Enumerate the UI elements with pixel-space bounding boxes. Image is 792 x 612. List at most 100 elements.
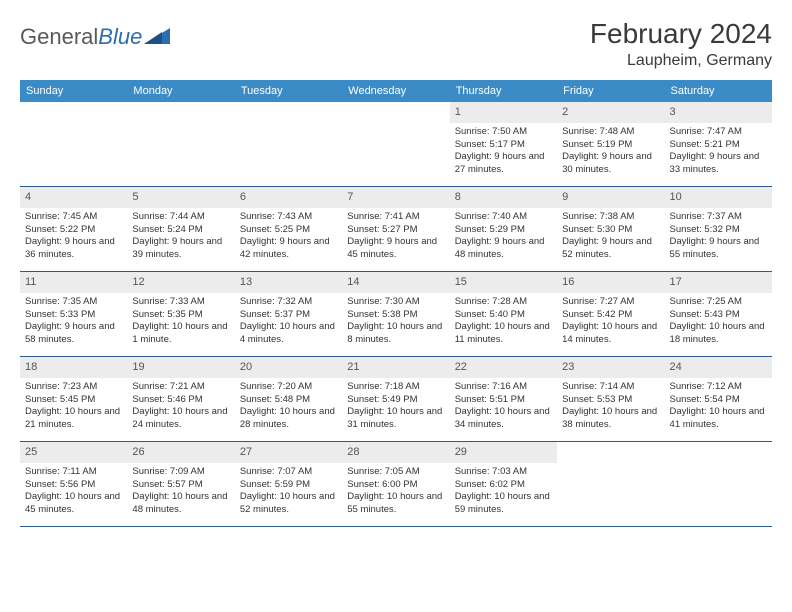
daylight-text: Daylight: 10 hours and 52 minutes. (240, 491, 337, 517)
day-cell: 14Sunrise: 7:30 AMSunset: 5:38 PMDayligh… (342, 272, 449, 356)
daylight-text: Daylight: 9 hours and 55 minutes. (670, 236, 767, 262)
day-content: Sunrise: 7:23 AMSunset: 5:45 PMDaylight:… (20, 378, 127, 437)
sunrise-text: Sunrise: 7:48 AM (562, 126, 659, 139)
day-number: 13 (235, 272, 342, 293)
day-number: 8 (450, 187, 557, 208)
sunset-text: Sunset: 5:45 PM (25, 394, 122, 407)
day-number: 21 (342, 357, 449, 378)
day-content: Sunrise: 7:27 AMSunset: 5:42 PMDaylight:… (557, 293, 664, 352)
sunset-text: Sunset: 5:59 PM (240, 479, 337, 492)
sunset-text: Sunset: 5:30 PM (562, 224, 659, 237)
day-content: Sunrise: 7:20 AMSunset: 5:48 PMDaylight:… (235, 378, 342, 437)
weekday-thu: Thursday (450, 80, 557, 102)
day-number: 24 (665, 357, 772, 378)
weekday-fri: Friday (557, 80, 664, 102)
day-number: 7 (342, 187, 449, 208)
sunset-text: Sunset: 5:43 PM (670, 309, 767, 322)
day-number: 11 (20, 272, 127, 293)
daylight-text: Daylight: 10 hours and 4 minutes. (240, 321, 337, 347)
day-content: Sunrise: 7:28 AMSunset: 5:40 PMDaylight:… (450, 293, 557, 352)
day-cell: 13Sunrise: 7:32 AMSunset: 5:37 PMDayligh… (235, 272, 342, 356)
day-content: Sunrise: 7:14 AMSunset: 5:53 PMDaylight:… (557, 378, 664, 437)
sunrise-text: Sunrise: 7:38 AM (562, 211, 659, 224)
sunset-text: Sunset: 5:48 PM (240, 394, 337, 407)
daylight-text: Daylight: 10 hours and 45 minutes. (25, 491, 122, 517)
day-content: Sunrise: 7:25 AMSunset: 5:43 PMDaylight:… (665, 293, 772, 352)
daylight-text: Daylight: 10 hours and 14 minutes. (562, 321, 659, 347)
day-number: 6 (235, 187, 342, 208)
sunrise-text: Sunrise: 7:14 AM (562, 381, 659, 394)
day-cell: . (235, 102, 342, 186)
weekday-sat: Saturday (665, 80, 772, 102)
day-number: 20 (235, 357, 342, 378)
day-content: Sunrise: 7:40 AMSunset: 5:29 PMDaylight:… (450, 208, 557, 267)
day-number: 15 (450, 272, 557, 293)
day-cell: 1Sunrise: 7:50 AMSunset: 5:17 PMDaylight… (450, 102, 557, 186)
sunset-text: Sunset: 5:46 PM (132, 394, 229, 407)
day-cell: 15Sunrise: 7:28 AMSunset: 5:40 PMDayligh… (450, 272, 557, 356)
weekday-sun: Sunday (20, 80, 127, 102)
day-content: Sunrise: 7:09 AMSunset: 5:57 PMDaylight:… (127, 463, 234, 522)
daylight-text: Daylight: 10 hours and 55 minutes. (347, 491, 444, 517)
sunrise-text: Sunrise: 7:05 AM (347, 466, 444, 479)
sunset-text: Sunset: 5:33 PM (25, 309, 122, 322)
daylight-text: Daylight: 9 hours and 52 minutes. (562, 236, 659, 262)
weekday-mon: Monday (127, 80, 234, 102)
sunrise-text: Sunrise: 7:44 AM (132, 211, 229, 224)
daylight-text: Daylight: 10 hours and 1 minute. (132, 321, 229, 347)
sunset-text: Sunset: 5:21 PM (670, 139, 767, 152)
sunrise-text: Sunrise: 7:09 AM (132, 466, 229, 479)
day-cell: 7Sunrise: 7:41 AMSunset: 5:27 PMDaylight… (342, 187, 449, 271)
sunrise-text: Sunrise: 7:30 AM (347, 296, 444, 309)
day-cell: 5Sunrise: 7:44 AMSunset: 5:24 PMDaylight… (127, 187, 234, 271)
sunset-text: Sunset: 5:56 PM (25, 479, 122, 492)
sunrise-text: Sunrise: 7:11 AM (25, 466, 122, 479)
day-cell: 2Sunrise: 7:48 AMSunset: 5:19 PMDaylight… (557, 102, 664, 186)
day-content: Sunrise: 7:05 AMSunset: 6:00 PMDaylight:… (342, 463, 449, 522)
day-cell: 18Sunrise: 7:23 AMSunset: 5:45 PMDayligh… (20, 357, 127, 441)
day-number: 2 (557, 102, 664, 123)
day-cell: 23Sunrise: 7:14 AMSunset: 5:53 PMDayligh… (557, 357, 664, 441)
day-content: Sunrise: 7:18 AMSunset: 5:49 PMDaylight:… (342, 378, 449, 437)
daylight-text: Daylight: 9 hours and 27 minutes. (455, 151, 552, 177)
daylight-text: Daylight: 9 hours and 30 minutes. (562, 151, 659, 177)
daylight-text: Daylight: 9 hours and 33 minutes. (670, 151, 767, 177)
day-content: Sunrise: 7:12 AMSunset: 5:54 PMDaylight:… (665, 378, 772, 437)
day-cell: 29Sunrise: 7:03 AMSunset: 6:02 PMDayligh… (450, 442, 557, 526)
sunset-text: Sunset: 5:42 PM (562, 309, 659, 322)
logo-word-1: General (20, 24, 98, 49)
day-cell: 26Sunrise: 7:09 AMSunset: 5:57 PMDayligh… (127, 442, 234, 526)
day-number: 10 (665, 187, 772, 208)
week-row: ....1Sunrise: 7:50 AMSunset: 5:17 PMDayl… (20, 102, 772, 187)
day-content: Sunrise: 7:11 AMSunset: 5:56 PMDaylight:… (20, 463, 127, 522)
sunset-text: Sunset: 5:17 PM (455, 139, 552, 152)
sunset-text: Sunset: 5:57 PM (132, 479, 229, 492)
day-number: 12 (127, 272, 234, 293)
daylight-text: Daylight: 10 hours and 59 minutes. (455, 491, 552, 517)
weekday-tue: Tuesday (235, 80, 342, 102)
page-header: GeneralBlue February 2024 Laupheim, Germ… (20, 18, 772, 70)
month-title: February 2024 (590, 18, 772, 50)
sunrise-text: Sunrise: 7:45 AM (25, 211, 122, 224)
day-cell: 10Sunrise: 7:37 AMSunset: 5:32 PMDayligh… (665, 187, 772, 271)
daylight-text: Daylight: 9 hours and 48 minutes. (455, 236, 552, 262)
day-number: 17 (665, 272, 772, 293)
sunrise-text: Sunrise: 7:18 AM (347, 381, 444, 394)
sunset-text: Sunset: 5:38 PM (347, 309, 444, 322)
weekday-header-row: Sunday Monday Tuesday Wednesday Thursday… (20, 80, 772, 102)
daylight-text: Daylight: 10 hours and 8 minutes. (347, 321, 444, 347)
day-cell: 22Sunrise: 7:16 AMSunset: 5:51 PMDayligh… (450, 357, 557, 441)
daylight-text: Daylight: 10 hours and 11 minutes. (455, 321, 552, 347)
day-content: Sunrise: 7:16 AMSunset: 5:51 PMDaylight:… (450, 378, 557, 437)
day-cell: 19Sunrise: 7:21 AMSunset: 5:46 PMDayligh… (127, 357, 234, 441)
sunrise-text: Sunrise: 7:40 AM (455, 211, 552, 224)
day-number: 9 (557, 187, 664, 208)
day-cell: 16Sunrise: 7:27 AMSunset: 5:42 PMDayligh… (557, 272, 664, 356)
day-cell: 11Sunrise: 7:35 AMSunset: 5:33 PMDayligh… (20, 272, 127, 356)
daylight-text: Daylight: 10 hours and 28 minutes. (240, 406, 337, 432)
week-row: 25Sunrise: 7:11 AMSunset: 5:56 PMDayligh… (20, 442, 772, 527)
daylight-text: Daylight: 10 hours and 41 minutes. (670, 406, 767, 432)
day-cell: . (127, 102, 234, 186)
day-number: 25 (20, 442, 127, 463)
sunrise-text: Sunrise: 7:28 AM (455, 296, 552, 309)
